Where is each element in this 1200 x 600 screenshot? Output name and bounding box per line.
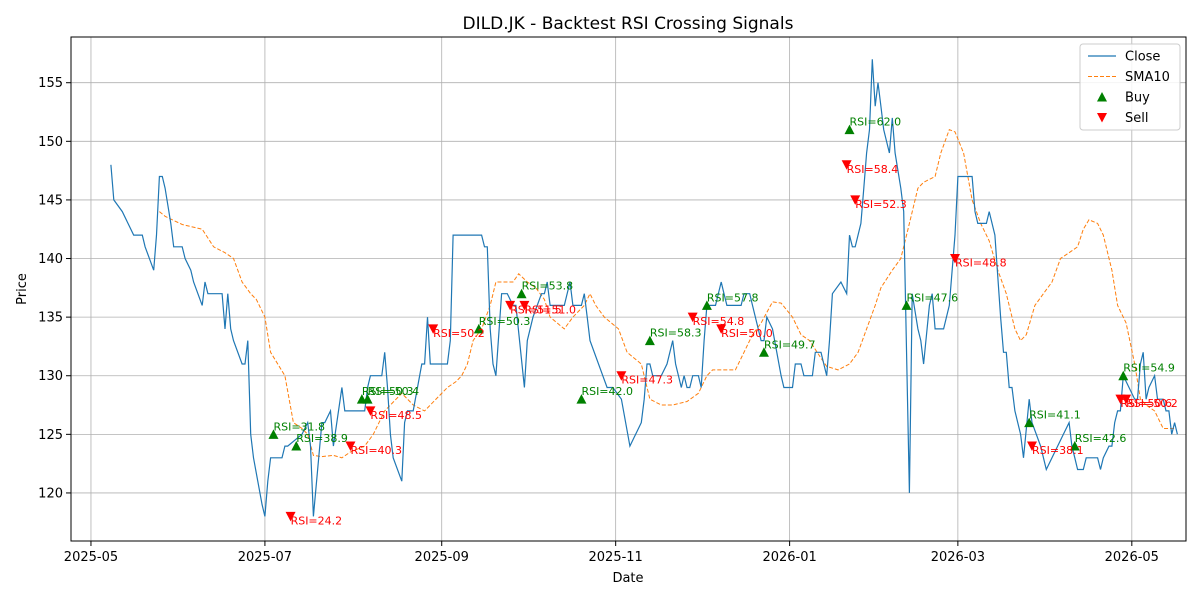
legend-label: SMA10 <box>1125 70 1170 85</box>
y-axis: 120 125 130 135 140 145 150 155 <box>38 76 71 501</box>
sell-marker <box>850 195 861 205</box>
y-tick-label: 120 <box>38 486 63 501</box>
sell-annotation: RSI=58.4 <box>847 163 899 176</box>
buy-annotation: RSI=62.0 <box>850 116 902 129</box>
sell-annotation: RSI=54.8 <box>693 315 745 328</box>
sell-annotation: RSI=47.3 <box>621 374 673 387</box>
sell-marker <box>950 254 961 264</box>
legend-label: Sell <box>1125 111 1148 126</box>
legend-label: Close <box>1125 50 1160 65</box>
buy-marker <box>291 441 302 451</box>
y-tick-label: 140 <box>38 252 63 267</box>
sell-marker <box>1027 441 1038 452</box>
buy-marker <box>758 347 769 357</box>
sell-marker <box>1121 394 1132 405</box>
x-tick-label: 2025-09 <box>415 550 469 565</box>
buy-annotation: RSI=41.1 <box>1029 409 1081 422</box>
plot-frame <box>70 36 1187 542</box>
buy-marker <box>1118 370 1129 381</box>
sell-annotation: RSI=48.5 <box>370 409 422 422</box>
buy-marker <box>644 335 655 346</box>
signal-markers <box>268 124 1132 522</box>
buy-marker <box>362 394 373 404</box>
buy-marker <box>268 429 279 439</box>
sell-marker <box>616 371 627 381</box>
sell-annotation: RSI=51.5 <box>510 303 562 316</box>
x-tick-label: 2025-05 <box>64 550 118 565</box>
buy-marker <box>1024 417 1035 428</box>
sell-annotation: RSI=51.0 <box>524 303 576 316</box>
x-axis-label: Date <box>612 571 643 586</box>
y-tick-label: 145 <box>38 193 63 208</box>
buy-annotation: RSI=50.3 <box>362 385 414 398</box>
y-tick-label: 130 <box>38 369 63 384</box>
sell-marker <box>365 406 376 416</box>
sell-marker <box>505 300 516 311</box>
buy-annotation: RSI=42.0 <box>581 385 633 398</box>
buy-annotation: RSI=58.3 <box>650 327 702 340</box>
sell-annotation: RSI=50.2 <box>433 327 485 340</box>
sell-annotation: RSI=50.0 <box>721 327 773 340</box>
sell-annotation: RSI=50.6 <box>1120 397 1172 410</box>
sma10-series <box>159 128 1175 459</box>
sell-marker <box>687 312 698 323</box>
x-tick-label: 2025-07 <box>238 550 292 565</box>
buy-marker <box>473 323 484 334</box>
buy-annotation: RSI=50.4 <box>368 385 420 398</box>
buy-annotation: RSI=38.9 <box>296 432 348 445</box>
legend-sell-swatch <box>1097 113 1107 123</box>
sell-marker <box>345 441 356 452</box>
sell-annotation: RSI=24.2 <box>291 514 343 527</box>
close-series <box>110 59 1178 517</box>
chart-title: DILD.JK - Backtest RSI Crossing Signals <box>463 14 794 34</box>
x-axis: 2025-05 2025-07 2025-09 2025-11 2026-01 2026-… <box>64 541 1159 565</box>
grid <box>71 37 1186 541</box>
buy-marker <box>701 300 712 310</box>
buy-marker <box>844 124 855 135</box>
y-tick-label: 125 <box>38 428 63 443</box>
x-tick-label: 2026-05 <box>1105 550 1159 565</box>
sell-marker <box>716 324 727 334</box>
buy-marker <box>576 394 587 404</box>
legend: Close SMA10 Buy Sell <box>1079 43 1181 131</box>
sell-marker <box>285 511 296 522</box>
sell-marker <box>428 324 439 334</box>
x-tick-label: 2025-11 <box>589 550 643 565</box>
sell-marker <box>519 300 530 311</box>
x-tick-label: 2026-03 <box>931 550 985 565</box>
buy-annotation: RSI=50.3 <box>479 315 531 328</box>
sma10-line <box>159 128 1175 459</box>
buy-annotation: RSI=57.8 <box>707 291 759 304</box>
legend-box <box>1079 43 1181 131</box>
buy-annotation: RSI=42.6 <box>1075 432 1127 445</box>
buy-annotation: RSI=47.6 <box>907 291 959 304</box>
sell-marker <box>841 160 852 170</box>
y-tick-label: 155 <box>38 76 63 91</box>
buy-annotation: RSI=31.8 <box>273 420 325 433</box>
sell-annotation: RSI=50.2 <box>1126 397 1178 410</box>
y-tick-label: 150 <box>38 135 63 150</box>
y-tick-label: 135 <box>38 311 63 326</box>
signal-annotations: RSI=31.8RSI=38.9RSI=50.3RSI=50.4RSI=50.3… <box>273 116 1177 528</box>
legend-buy-swatch <box>1097 92 1107 102</box>
sell-annotation: RSI=40.3 <box>350 444 402 457</box>
sell-annotation: RSI=52.3 <box>855 198 907 211</box>
close-price-line <box>110 59 1178 517</box>
buy-marker <box>901 300 912 310</box>
buy-annotation: RSI=53.8 <box>522 280 574 293</box>
sell-annotation: RSI=48.8 <box>955 257 1007 270</box>
sell-annotation: RSI=38.1 <box>1032 444 1084 457</box>
legend-label: Buy <box>1125 91 1150 106</box>
y-axis-label: Price <box>15 273 30 305</box>
buy-annotation: RSI=49.7 <box>764 338 816 351</box>
buy-annotation: RSI=54.9 <box>1123 362 1175 375</box>
buy-marker <box>1069 441 1080 451</box>
buy-marker <box>516 288 527 299</box>
x-tick-label: 2026-01 <box>762 550 816 565</box>
